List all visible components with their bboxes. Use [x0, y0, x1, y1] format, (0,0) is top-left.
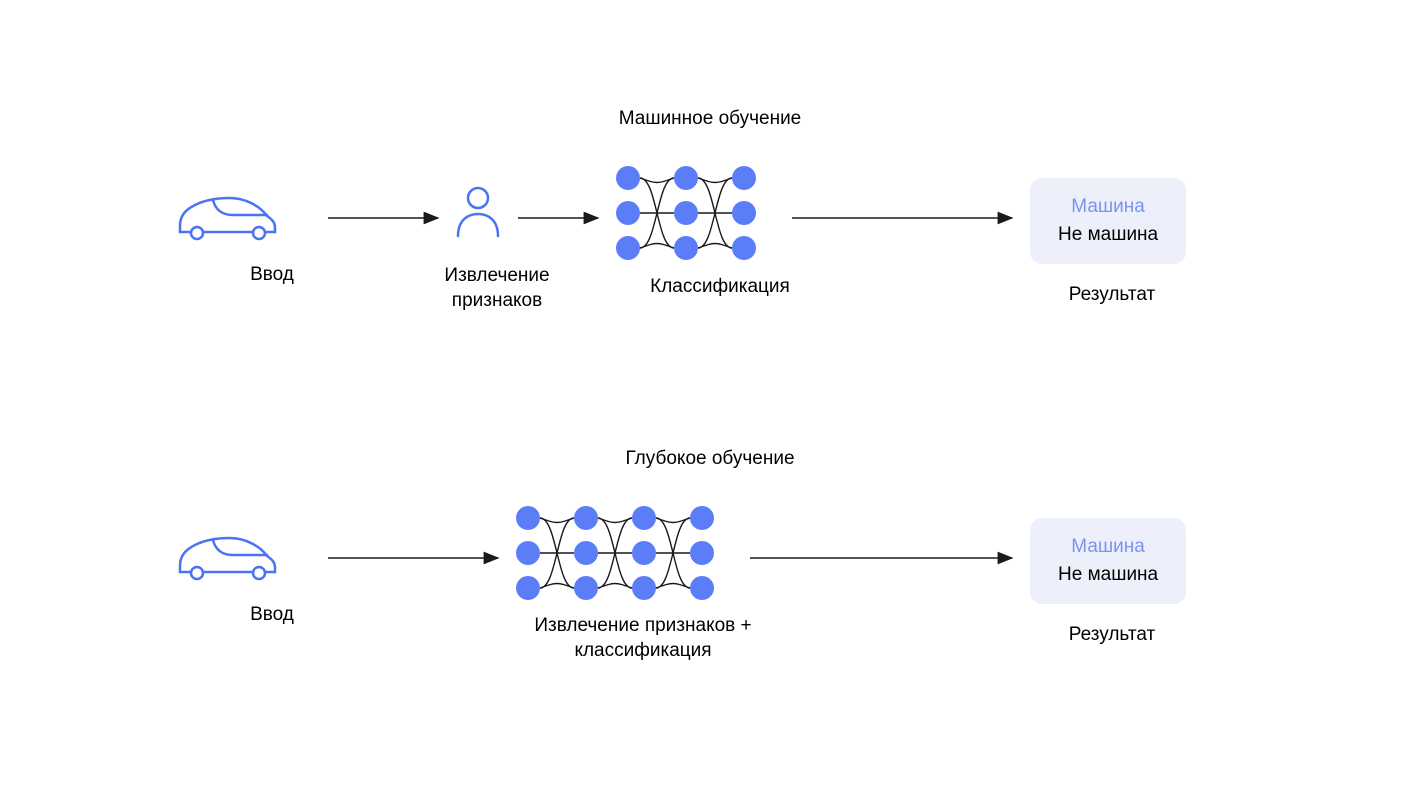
- section1-result-line2: Не машина: [1058, 224, 1158, 246]
- section2-combined-label: Извлечение признаков +классификация: [528, 614, 758, 663]
- section1-feature-label: Извлечениепризнаков: [432, 264, 562, 313]
- section1-feature-label-text: Извлечениепризнаков: [444, 265, 549, 311]
- section1-classify-label: Классификация: [645, 276, 795, 298]
- section1-result-line1: Машина: [1058, 196, 1158, 218]
- section1-title: Машинное обучение: [560, 108, 860, 130]
- section1-result-label: Результат: [1062, 284, 1162, 306]
- section2-input-label: Ввод: [232, 604, 312, 626]
- car-icon: [180, 198, 275, 239]
- network-section1: [616, 166, 756, 260]
- network-section2: [516, 506, 714, 600]
- section2-combined-label-text: Извлечение признаков +классификация: [534, 615, 751, 661]
- car-icon-2: [180, 538, 275, 579]
- person-icon: [458, 188, 498, 236]
- section2-result-line1: Машина: [1058, 536, 1158, 558]
- section1-result-box: Машина Не машина: [1030, 178, 1186, 264]
- section2-title: Глубокое обучение: [560, 448, 860, 470]
- section2-result-box: Машина Не машина: [1030, 518, 1186, 604]
- section2-result-label: Результат: [1062, 624, 1162, 646]
- arrows-group: [328, 218, 1012, 558]
- section2-result-line2: Не машина: [1058, 564, 1158, 586]
- section1-input-label: Ввод: [232, 264, 312, 286]
